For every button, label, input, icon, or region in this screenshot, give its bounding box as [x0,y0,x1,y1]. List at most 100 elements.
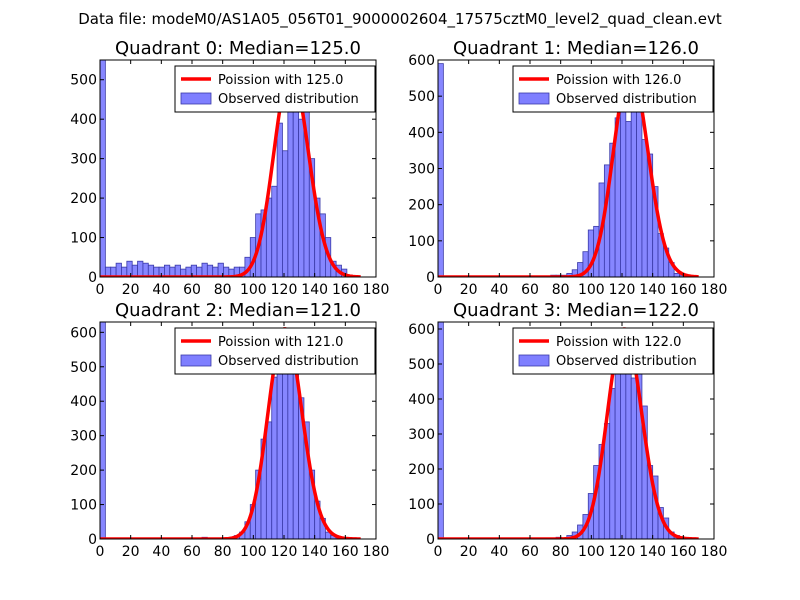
y-tick-label: 200 [70,463,97,479]
x-tick-label: 160 [670,282,697,298]
y-tick-label: 300 [70,152,97,168]
y-tick-label: 500 [408,357,435,373]
legend: Poission with 121.0 Observed distribution [174,327,376,375]
chart-title: Quadrant 1: Median=126.0 [453,38,699,59]
x-tick-label: 140 [639,544,666,560]
x-tick-label: 0 [434,544,443,560]
bar [174,264,181,277]
y-tick-label: 400 [70,394,97,410]
bar [147,264,155,277]
x-tick-label: 120 [609,544,636,560]
x-tick-label: 60 [183,544,201,560]
chart-panel-2: 0 20 40 60 80 100 120 140 160 1800100200300400500… [70,300,389,560]
bar [115,262,122,277]
chart-title: Quadrant 2: Median=121.0 [115,300,361,321]
y-tick-label: 300 [408,162,435,178]
bar [438,322,444,539]
bar [630,377,637,539]
x-tick-label: 20 [460,282,478,298]
x-tick-label: 80 [552,282,570,298]
legend-bar-swatch [518,92,550,105]
axes-frame [99,59,377,278]
y-tick-label: 500 [408,89,435,105]
bar [292,87,299,277]
chart-title: Quadrant 0: Median=125.0 [115,38,361,59]
bar [142,262,149,277]
bar [100,60,106,277]
bar [201,262,208,277]
x-tick-label: 180 [701,544,728,560]
chart-title: Quadrant 3: Median=122.0 [453,300,699,321]
x-tick-label: 120 [271,544,298,560]
bar [636,110,643,277]
legend-entry-poisson: Poission with 122.0 [556,335,681,350]
bar [265,421,273,539]
legend-entry-poisson: Poission with 126.0 [556,73,681,88]
legend-bar-swatch [518,354,550,367]
x-tick-label: 80 [552,544,570,560]
bar [137,260,144,277]
x-tick-label: 40 [490,544,508,560]
bar [298,118,305,277]
bar [292,373,299,539]
x-tick-label: 40 [152,282,170,298]
legend-entry-observed: Observed distribution [556,354,697,369]
bar [163,264,171,277]
x-tick-label: 20 [460,544,478,560]
x-tick-label: 180 [363,282,390,298]
x-tick-label: 20 [122,282,140,298]
x-tick-label: 180 [701,282,728,298]
y-tick-label: 200 [408,462,435,478]
y-tick-label: 100 [408,234,435,250]
axes-frame [99,321,377,540]
x-tick-label: 140 [301,282,328,298]
y-tick-label: 400 [408,125,435,141]
figure-title: Data file: modeM0/AS1A05_056T01_90000026… [78,10,722,29]
x-tick-label: 0 [96,544,105,560]
legend-bar-swatch [180,92,212,105]
y-tick-label: 100 [70,231,97,247]
y-tick-label: 100 [70,498,97,514]
y-tick-label: 300 [408,427,435,443]
y-tick-label: 400 [408,392,435,408]
x-tick-label: 80 [214,282,232,298]
bar [206,264,214,277]
bar [673,272,680,277]
y-tick-label: 200 [408,198,435,214]
y-tick-label: 400 [70,112,97,128]
x-tick-label: 80 [214,544,232,560]
legend-entry-observed: Observed distribution [218,354,359,369]
y-tick-label: 100 [408,497,435,513]
legend: Poission with 122.0 Observed distribution [512,327,714,375]
bar [625,346,632,539]
x-tick-label: 0 [434,282,443,298]
x-tick-label: 100 [578,544,605,560]
chart-panel-1: 0 20 40 60 80 100 120 140 160 1800100200300400500… [408,38,727,298]
y-tick-label: 0 [426,532,435,548]
x-tick-label: 100 [240,282,267,298]
x-tick-label: 60 [521,544,539,560]
bar [614,363,621,539]
y-tick-label: 500 [70,360,97,376]
legend: Poission with 126.0 Observed distribution [512,65,714,113]
y-tick-label: 600 [408,53,435,69]
bar [276,122,283,277]
y-tick-label: 0 [88,532,97,548]
y-tick-label: 200 [70,191,97,207]
bar [131,264,138,277]
legend-entry-observed: Observed distribution [218,92,359,107]
bar [609,388,616,539]
bar [126,260,133,277]
x-tick-label: 100 [578,282,605,298]
legend: Poission with 125.0 Observed distribution [174,65,376,113]
x-tick-label: 60 [521,282,539,298]
poisson-curve [100,327,361,539]
bar [287,106,294,277]
x-tick-label: 160 [332,282,359,298]
y-tick-label: 500 [70,73,97,89]
chart-panel-0: 0 20 40 60 80 100 120 140 160 1800100200300400500… [70,38,389,298]
bar [641,139,648,277]
x-tick-label: 120 [609,282,636,298]
y-tick-label: 600 [70,325,97,341]
